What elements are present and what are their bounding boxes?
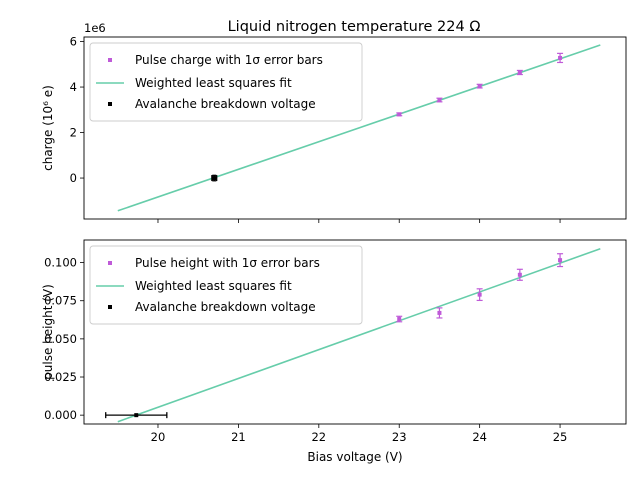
legend-label: Avalanche breakdown voltage <box>135 300 316 314</box>
legend-box <box>89 42 363 122</box>
data-point <box>517 70 522 75</box>
data-point <box>477 84 482 89</box>
data-point <box>558 55 563 60</box>
bottom-panel: 20 21 22 23 24 25 0.000 0.025 0.050 0.075 0.100 pul… <box>41 239 627 464</box>
axes-frame <box>83 239 627 425</box>
breakdown-point <box>134 413 139 418</box>
y-tick-label: 6 <box>70 35 77 49</box>
legend-label: Pulse charge with 1σ error bars <box>135 53 323 67</box>
breakdown-point <box>212 176 217 181</box>
legend-marker-breakdown <box>108 102 112 106</box>
y-tick-label: 0.100 <box>44 256 77 270</box>
legend-box <box>89 245 363 325</box>
y-axis-label: pulse height (V) <box>41 284 55 380</box>
x-axis-label: Bias voltage (V) <box>307 450 402 464</box>
legend-label: Weighted least squares fit <box>135 76 292 90</box>
x-tick-label: 25 <box>553 430 568 444</box>
data-point <box>437 98 442 103</box>
legend-marker-points <box>108 261 112 265</box>
data-point <box>397 112 402 117</box>
top-panel: 0 2 4 6 1e6 charge (10⁶ e) Pulse charge with 1… <box>41 21 627 223</box>
legend-label: Avalanche breakdown voltage <box>135 97 316 111</box>
data-point <box>437 310 442 315</box>
x-tick-label: 22 <box>311 430 326 444</box>
x-tick-label: 21 <box>231 430 246 444</box>
y-tick-label: 0.050 <box>44 332 77 346</box>
y-tick-label: 2 <box>70 126 77 140</box>
legend-marker-points <box>108 58 112 62</box>
y-offset-label: 1e6 <box>84 21 106 35</box>
data-point <box>517 272 522 277</box>
legend-label: Pulse height with 1σ error bars <box>135 256 320 270</box>
figure-title: Liquid nitrogen temperature 224 Ω <box>228 19 481 35</box>
x-tick-label: 24 <box>472 430 487 444</box>
data-point <box>477 292 482 297</box>
axes-frame <box>83 36 627 220</box>
y-tick-label: 0.075 <box>44 294 77 308</box>
legend-label: Weighted least squares fit <box>135 279 292 293</box>
y-tick-label: 4 <box>70 80 77 94</box>
data-point <box>558 258 563 263</box>
x-tick-label: 20 <box>151 430 166 444</box>
y-axis-label: charge (10⁶ e) <box>41 85 55 171</box>
y-tick-label: 0.000 <box>44 408 77 422</box>
data-point <box>397 317 402 322</box>
legend-marker-breakdown <box>108 305 112 309</box>
y-tick-label: 0.025 <box>44 370 77 384</box>
x-tick-label: 23 <box>392 430 407 444</box>
y-tick-label: 0 <box>70 171 77 185</box>
